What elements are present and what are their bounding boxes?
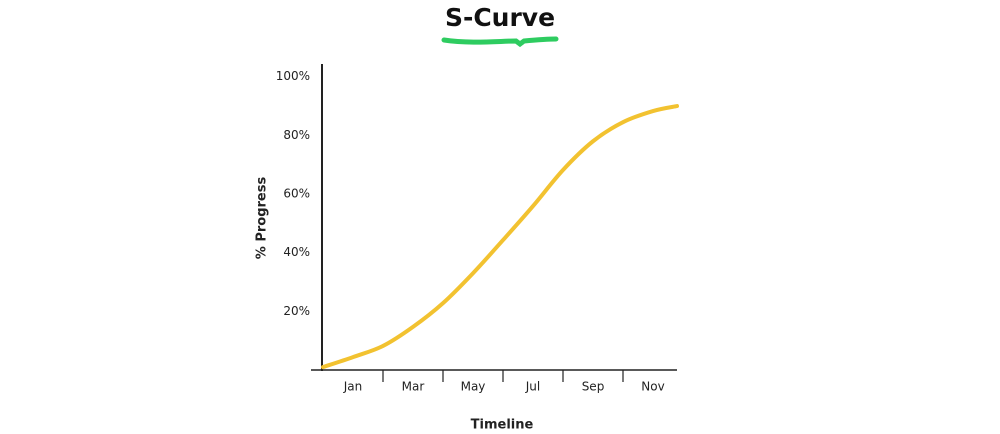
- x-tick-label: Mar: [402, 380, 425, 394]
- x-tick-label: Jan: [343, 380, 363, 394]
- x-axis-title: Timeline: [471, 418, 534, 433]
- line-series: [321, 104, 679, 370]
- y-tick-label: 100%: [276, 69, 310, 83]
- x-tick-label: Jul: [525, 380, 540, 394]
- chart-title: S-Curve: [445, 3, 555, 32]
- x-tick-label: Sep: [582, 380, 605, 394]
- y-tick-label: 60%: [283, 187, 310, 201]
- y-tick-label: 40%: [283, 245, 310, 259]
- x-tick-label: Nov: [641, 380, 664, 394]
- y-tick-label: 20%: [283, 304, 310, 318]
- title-underline: [441, 36, 559, 48]
- y-tick-label: 80%: [283, 128, 310, 142]
- x-tick-label: May: [461, 380, 486, 394]
- y-axis-title: % Progress: [255, 177, 270, 260]
